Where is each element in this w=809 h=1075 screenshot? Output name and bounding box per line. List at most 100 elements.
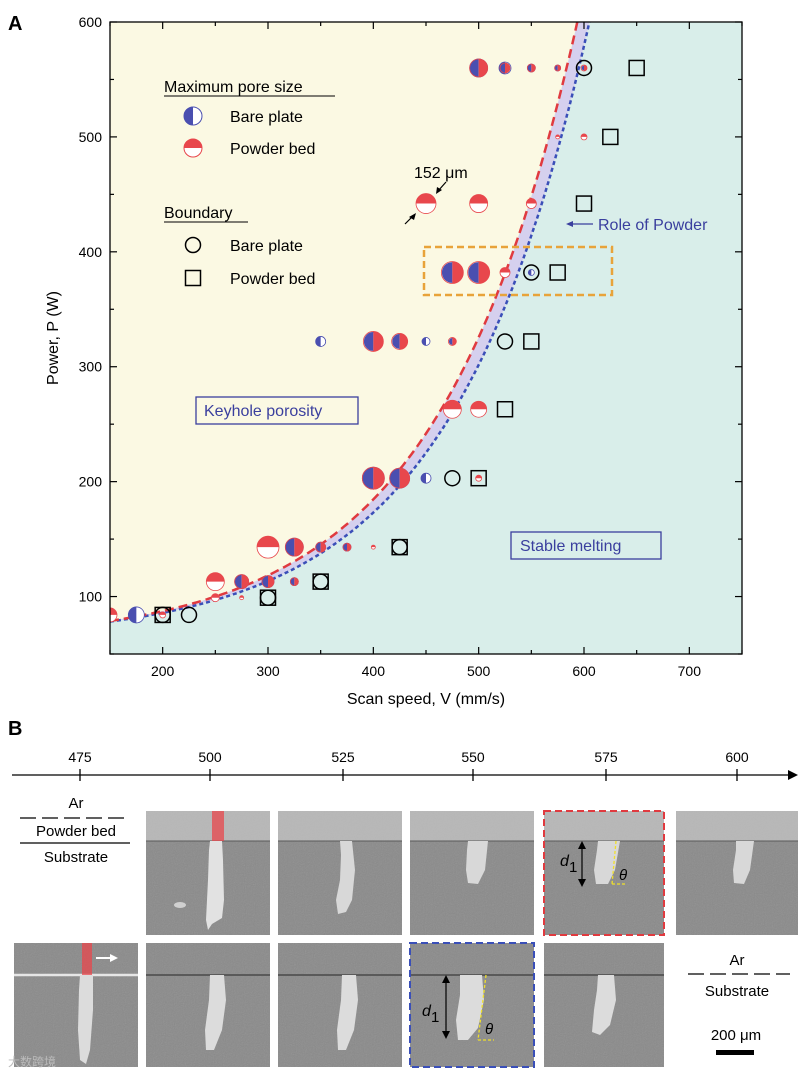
pore-bare-half: [582, 65, 584, 70]
pore-marker: [526, 63, 536, 73]
xray-frame-500-powder: [146, 811, 270, 935]
x-axis-title: Scan speed, V (mm/s): [347, 691, 505, 708]
scale-bar: [716, 1050, 754, 1055]
pore-powder-outline: [289, 577, 299, 587]
angle-label-bottom: θ: [485, 1021, 493, 1038]
pore-bare-half: [392, 334, 400, 349]
pore-bare-half: [315, 542, 321, 553]
x-tick-label: 700: [678, 663, 702, 679]
pore-markers: [110, 58, 588, 624]
boundary-markers: [154, 59, 645, 624]
pore-powder-half: [475, 475, 482, 479]
pore-marker: [554, 64, 562, 72]
pore-bare-half: [315, 336, 321, 347]
x-tick-label: 500: [467, 663, 491, 679]
pore-bare-half: [362, 467, 374, 490]
depth-subscript-top: 1: [569, 859, 577, 876]
layer-legend-powder: Ar Powder bed Substrate: [20, 795, 130, 866]
powder-bed-boundary-marker: [259, 589, 277, 606]
y-tick-label: 600: [79, 14, 103, 30]
pore-marker: [440, 261, 464, 284]
keyhole-label: Keyhole porosity: [204, 403, 322, 420]
xray-frames-bottom-row: [14, 942, 664, 1068]
pore-marker: [421, 337, 431, 346]
powder-role-band: [110, 22, 590, 622]
pore-bare-half: [262, 575, 268, 588]
pore-powder-half: [500, 267, 510, 273]
pore-powder-outline: [361, 466, 385, 490]
pore-powder-half: [159, 611, 166, 615]
pore-powder-quarter: [478, 58, 488, 77]
speed-tick-550: 550: [461, 749, 485, 765]
pore-bare-half: [449, 338, 453, 345]
pore-powder-quarter: [294, 538, 304, 557]
pore-size-arrowhead-top: [436, 187, 442, 194]
bare-plate-boundary-marker: [523, 264, 540, 281]
legend-boundary-powder-label: Powder bed: [230, 271, 315, 288]
pore-bare-half: [469, 58, 479, 77]
pore-powder-half: [257, 536, 279, 548]
pore-powder-half: [416, 193, 437, 204]
pore-powder-outline: [284, 537, 304, 557]
pore-bare-half: [290, 577, 295, 586]
pore-bare-half: [343, 543, 347, 552]
pore-bare-half: [528, 269, 532, 276]
pore-powder-outline: [261, 575, 275, 589]
panel-a-label: A: [8, 13, 22, 35]
pore-marker: [284, 537, 304, 557]
pore-marker: [475, 474, 483, 482]
keyhole-label-box: [195, 396, 359, 425]
pore-powder-quarter: [399, 468, 410, 489]
speed-axis-ticks: [79, 769, 738, 781]
speed-tick-575: 575: [594, 749, 618, 765]
pore-marker: [442, 399, 462, 419]
watermark: 大数跨境: [8, 1054, 56, 1069]
xray-frame-575-bare: [544, 943, 664, 1067]
pore-powder-outline: [440, 261, 464, 284]
pore-powder-outline: [526, 63, 536, 73]
panel-b-label: B: [8, 718, 22, 740]
pore-powder-half: [206, 572, 225, 582]
pore-powder-outline: [554, 64, 562, 72]
powder-bed-boundary-marker: [575, 195, 593, 212]
bare-plate-boundary-marker: [575, 59, 593, 77]
pore-marker: [525, 198, 537, 209]
pore-marker: [415, 193, 437, 214]
pore-powder-outline: [580, 64, 588, 72]
pore-marker: [469, 58, 489, 78]
pore-marker: [580, 64, 588, 72]
pore-bare-half: [442, 262, 453, 283]
pore-marker: [467, 261, 491, 284]
legend-circle-icon: [184, 236, 202, 254]
x-tick-label: 400: [362, 663, 386, 679]
y-tick-label: 500: [79, 129, 103, 145]
pore-powder-half: [443, 400, 462, 410]
pore-powder-outline: [234, 574, 250, 590]
pore-powder-outline: [499, 62, 511, 74]
powder-bed-boundary-marker: [496, 400, 514, 418]
pore-powder-quarter: [268, 575, 274, 588]
bare-plate-boundary-marker: [496, 333, 514, 350]
pore-marker: [256, 535, 280, 559]
powder-bed-boundary-marker: [154, 606, 171, 624]
speed-axis-arrowhead: [788, 770, 798, 780]
pore-bare-half: [234, 574, 242, 589]
pore-marker: [420, 472, 432, 484]
pore-powder-quarter: [294, 577, 299, 586]
x-tick-label: 300: [256, 663, 280, 679]
pore-powder-quarter: [373, 467, 385, 490]
layer-legend-bare: Ar Substrate: [688, 952, 790, 1000]
pore-bare-half: [468, 262, 479, 283]
role-of-powder-arrowhead: [566, 221, 573, 227]
xray-frame-550-powder: [410, 811, 534, 935]
legend-square-icon: [184, 269, 202, 287]
y-axis-title: Power, P (W): [45, 291, 62, 385]
pore-marker: [469, 194, 489, 213]
pore-powder-quarter: [478, 261, 490, 284]
pore-marker: [580, 133, 588, 141]
legend-bare-plate-pore-icon: [183, 106, 203, 126]
pore-powder-half: [581, 133, 587, 137]
bare-plate-boundary-marker: [444, 469, 461, 487]
speed-tick-475: 475: [68, 749, 92, 765]
